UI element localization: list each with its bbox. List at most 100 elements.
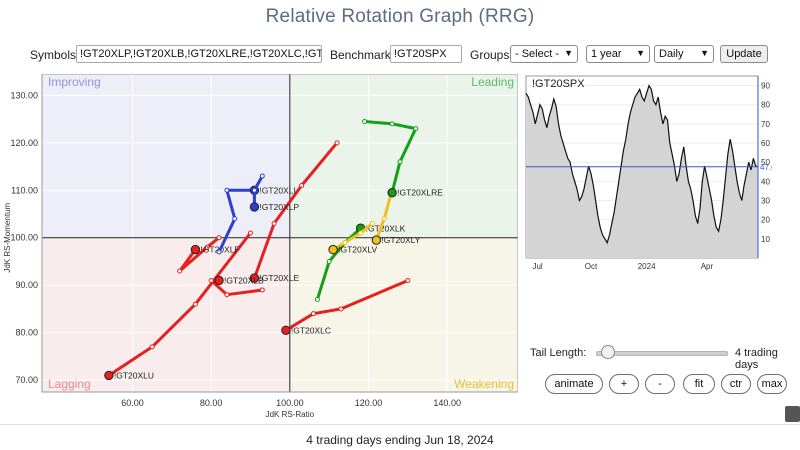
tail-length-slider-handle[interactable] xyxy=(600,345,615,359)
series-tail-point xyxy=(192,301,198,307)
series-tail-point xyxy=(362,118,368,124)
series-label: !GT20XLY xyxy=(381,235,420,245)
footer-divider xyxy=(0,424,800,425)
series-tail-point xyxy=(208,277,214,283)
quadrant-label-lagging: Lagging xyxy=(48,377,91,391)
benchmark-chart-svg: 10 20 30 40 50 60 70 80 90 47.60 !GT20SPX Jul Oct 202… xyxy=(525,75,781,271)
x-tick-label: 140.00 xyxy=(433,398,461,408)
series-tail-point xyxy=(405,277,411,283)
mini-x-tick-label: Oct xyxy=(585,262,598,271)
zoom-in-button[interactable]: + xyxy=(609,374,639,394)
update-button[interactable]: Update xyxy=(720,45,768,63)
tail-length-slider-track[interactable] xyxy=(596,351,728,356)
groups-label: Groups: xyxy=(470,48,513,62)
benchmark-input[interactable]: !GT20SPX xyxy=(390,45,462,63)
series-tail-point xyxy=(310,311,316,317)
center-button[interactable]: ctr xyxy=(721,374,751,394)
series-tail-point xyxy=(149,344,155,350)
mini-current-value-label: 47.60 xyxy=(760,163,772,172)
series-tail-point xyxy=(216,235,222,241)
series-tail xyxy=(284,279,410,332)
x-axis-title: JdK RS-Ratio xyxy=(266,410,315,419)
controls-bar: Symbols: !GT20XLP,!GT20XLB,!GT20XLRE,!GT… xyxy=(0,40,800,74)
series-tail-point xyxy=(326,258,332,264)
mini-y-tick-label: 70 xyxy=(761,120,770,129)
quadrant-label-leading: Leading xyxy=(471,75,514,89)
series-head-point xyxy=(249,273,260,283)
symbols-label: Symbols: xyxy=(30,48,80,62)
series-gt20xlc: !GT20XLC xyxy=(281,277,411,335)
series-label: !GT20XLU xyxy=(114,370,154,380)
series-tail-point xyxy=(224,292,230,298)
series-head-point xyxy=(281,325,291,335)
benchmark-chart: 10 20 30 40 50 60 70 80 90 47.60 !GT20SPX Jul Oct 202… xyxy=(522,74,781,274)
y-tick-label: 100.00 xyxy=(10,233,38,243)
series-tail xyxy=(178,236,221,273)
mini-y-tick-label: 60 xyxy=(761,139,770,148)
animate-button[interactable]: animate xyxy=(545,374,603,394)
series-tail-point xyxy=(381,216,387,222)
x-tick-label: 120.00 xyxy=(355,398,383,408)
y-tick-label: 90.00 xyxy=(15,280,38,290)
quadrant-label-weakening: Weakening xyxy=(454,377,514,391)
fit-button[interactable]: fit xyxy=(683,374,715,394)
series-tail-point xyxy=(299,183,305,189)
series-gt20xlu: !GT20XLU xyxy=(104,230,253,380)
series-tail xyxy=(107,231,252,377)
series-head-point xyxy=(387,187,397,198)
mini-y-tick-label: 30 xyxy=(761,197,770,206)
series-head-point xyxy=(328,244,338,255)
series-tail-point xyxy=(177,268,183,274)
rrg-chart-svg: Improving Leading Lagging Weakening 60.00 80.… xyxy=(3,73,519,419)
mini-y-tick-label: 10 xyxy=(761,235,770,244)
chevron-down-icon: ▼ xyxy=(564,48,573,58)
x-tick-label: 80.00 xyxy=(200,398,223,408)
quadrant-weakening xyxy=(289,237,518,392)
y-tick-label: 120.00 xyxy=(10,138,38,148)
series-tail-point xyxy=(259,173,265,179)
series-label: !GT20XLK xyxy=(366,223,406,233)
mini-x-tick-label: Apr xyxy=(701,262,714,271)
mini-y-tick-label: 50 xyxy=(761,158,770,167)
chevron-down-icon: ▼ xyxy=(636,48,645,58)
series-tail-point xyxy=(251,187,257,193)
mini-chart-title: !GT20SPX xyxy=(532,78,585,90)
series-tail xyxy=(217,188,256,254)
groups-select-value: - Select - xyxy=(515,48,560,60)
groups-select[interactable]: - Select - ▼ xyxy=(510,45,578,63)
series-gt20xlre: !GT20XLRE xyxy=(362,118,443,198)
rrg-chart[interactable]: Improving Leading Lagging Weakening 60.00 80.… xyxy=(0,73,519,424)
series-label: !GT20XLC xyxy=(291,325,331,335)
frequency-select[interactable]: Daily ▼ xyxy=(654,45,714,63)
series-tail-point xyxy=(314,296,320,302)
period-select[interactable]: 1 year ▼ xyxy=(586,45,650,63)
series-tail-point xyxy=(397,159,403,165)
benchmark-label: Benchmark: xyxy=(330,48,395,62)
y-axis-title: JdK RS-Momentum xyxy=(3,203,12,273)
series-tail-point xyxy=(334,140,340,146)
series-tail-point xyxy=(338,306,344,312)
mini-price-line xyxy=(525,84,759,245)
mini-y-tick-label: 40 xyxy=(761,177,770,186)
period-select-value: 1 year xyxy=(591,48,622,60)
x-tick-label: 60.00 xyxy=(121,398,144,408)
series-gt20xlb: !GT20XLB xyxy=(208,275,265,298)
series-head-point xyxy=(249,202,260,212)
symbols-input[interactable]: !GT20XLP,!GT20XLB,!GT20XLRE,!GT20XLC,!GT… xyxy=(76,45,322,63)
series-tail-point xyxy=(247,230,253,236)
quadrant-label-improving: Improving xyxy=(48,75,101,89)
series-gt20xlv: !GT20XLV xyxy=(328,221,377,255)
series-tail-point xyxy=(389,121,395,127)
series-tail-point xyxy=(259,287,265,293)
series-tail-point xyxy=(271,221,277,227)
page-corner-icon xyxy=(785,406,800,422)
mini-y-tick-label: 90 xyxy=(761,82,770,91)
series-tail-point xyxy=(369,221,375,227)
max-button[interactable]: max xyxy=(757,374,787,394)
series-tail-point xyxy=(232,216,238,222)
series-tail-point xyxy=(224,187,230,193)
series-tail-point xyxy=(413,126,419,132)
chevron-down-icon: ▼ xyxy=(700,48,709,58)
zoom-out-button[interactable]: - xyxy=(645,374,675,394)
series-tail-point xyxy=(342,239,348,245)
